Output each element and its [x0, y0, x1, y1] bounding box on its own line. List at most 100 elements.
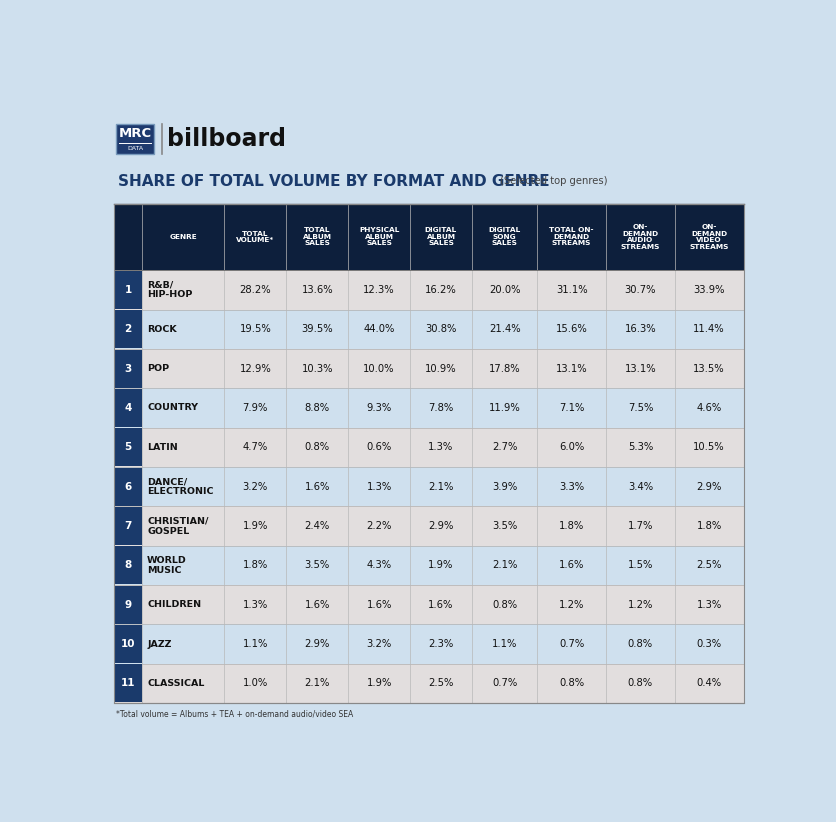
Text: 2.1%: 2.1% — [304, 678, 329, 688]
Bar — [115, 663, 742, 703]
Text: 1.2%: 1.2% — [627, 600, 652, 610]
Text: 1.0%: 1.0% — [242, 678, 268, 688]
Text: 2: 2 — [125, 324, 131, 335]
Text: 19.5%: 19.5% — [239, 324, 271, 335]
Text: 1.7%: 1.7% — [627, 521, 652, 531]
Text: 13.1%: 13.1% — [555, 363, 587, 373]
Bar — [115, 547, 141, 584]
Text: 9.3%: 9.3% — [366, 403, 391, 413]
Text: 1.8%: 1.8% — [242, 561, 268, 570]
Text: 21.4%: 21.4% — [488, 324, 520, 335]
Bar — [115, 349, 141, 388]
Bar — [115, 310, 742, 349]
Bar — [115, 270, 742, 310]
Text: R&B/
HIP-HOP: R&B/ HIP-HOP — [147, 280, 192, 299]
Text: 0.8%: 0.8% — [558, 678, 584, 688]
Text: 1.6%: 1.6% — [366, 600, 391, 610]
Text: 2.9%: 2.9% — [428, 521, 453, 531]
Bar — [115, 204, 742, 270]
Text: 10.0%: 10.0% — [363, 363, 395, 373]
Text: 1.2%: 1.2% — [558, 600, 584, 610]
Text: COUNTRY: COUNTRY — [147, 404, 198, 413]
Text: 1.8%: 1.8% — [696, 521, 721, 531]
Text: 1.6%: 1.6% — [304, 600, 329, 610]
Text: 44.0%: 44.0% — [363, 324, 395, 335]
Text: 2.7%: 2.7% — [492, 442, 517, 452]
Text: DIGITAL
ALBUM
SALES: DIGITAL ALBUM SALES — [425, 228, 456, 247]
Text: 7.1%: 7.1% — [558, 403, 584, 413]
Text: LATIN: LATIN — [147, 443, 177, 452]
Text: 1.1%: 1.1% — [242, 639, 268, 649]
Text: 15.6%: 15.6% — [555, 324, 587, 335]
Text: PHYSICAL
ALBUM
SALES: PHYSICAL ALBUM SALES — [359, 228, 399, 247]
Text: 9: 9 — [125, 600, 131, 610]
Text: 8.8%: 8.8% — [304, 403, 329, 413]
Text: 7.8%: 7.8% — [428, 403, 453, 413]
Text: DIGITAL
SONG
SALES: DIGITAL SONG SALES — [488, 228, 520, 247]
Bar — [115, 507, 141, 545]
Text: WORLD
MUSIC: WORLD MUSIC — [147, 556, 186, 575]
Text: GENRE: GENRE — [169, 234, 196, 240]
Text: SHARE OF TOTAL VOLUME BY FORMAT AND GENRE: SHARE OF TOTAL VOLUME BY FORMAT AND GENR… — [117, 174, 548, 189]
Text: 2.9%: 2.9% — [304, 639, 329, 649]
Bar — [115, 585, 141, 624]
Text: 10.3%: 10.3% — [301, 363, 333, 373]
Text: ROCK: ROCK — [147, 325, 176, 334]
Text: 3: 3 — [125, 363, 131, 373]
Text: 13.5%: 13.5% — [692, 363, 724, 373]
Text: 28.2%: 28.2% — [239, 285, 271, 295]
Text: 0.8%: 0.8% — [492, 600, 517, 610]
Text: DATA: DATA — [127, 146, 143, 151]
Text: ON-
DEMAND
AUDIO
STREAMS: ON- DEMAND AUDIO STREAMS — [620, 224, 660, 250]
Text: 0.8%: 0.8% — [627, 639, 652, 649]
Text: POP: POP — [147, 364, 169, 373]
Text: 6.0%: 6.0% — [558, 442, 584, 452]
Bar — [115, 349, 742, 388]
Text: 0.7%: 0.7% — [558, 639, 584, 649]
Text: TOTAL ON-
DEMAND
STREAMS: TOTAL ON- DEMAND STREAMS — [548, 228, 594, 247]
Text: 3.2%: 3.2% — [242, 482, 268, 492]
Text: 16.3%: 16.3% — [624, 324, 655, 335]
Text: 2.4%: 2.4% — [304, 521, 329, 531]
Text: MRC: MRC — [119, 127, 151, 140]
Text: 30.7%: 30.7% — [624, 285, 655, 295]
Text: 0.8%: 0.8% — [627, 678, 652, 688]
Text: 30.8%: 30.8% — [425, 324, 456, 335]
Text: 4.3%: 4.3% — [366, 561, 391, 570]
Text: 7.5%: 7.5% — [627, 403, 652, 413]
Text: 17.8%: 17.8% — [488, 363, 520, 373]
Text: 2.2%: 2.2% — [366, 521, 391, 531]
Text: 1.9%: 1.9% — [428, 561, 453, 570]
Bar — [115, 310, 141, 349]
Bar — [104, 117, 752, 162]
Bar — [115, 467, 742, 506]
Text: TOTAL
VOLUME*: TOTAL VOLUME* — [236, 231, 274, 243]
Text: billboard: billboard — [166, 127, 286, 151]
Text: 13.1%: 13.1% — [624, 363, 655, 373]
Text: 0.4%: 0.4% — [696, 678, 721, 688]
Text: 4.7%: 4.7% — [242, 442, 268, 452]
Text: 2.5%: 2.5% — [428, 678, 453, 688]
Text: 1.6%: 1.6% — [304, 482, 329, 492]
Text: 2.1%: 2.1% — [492, 561, 517, 570]
Text: 11: 11 — [120, 678, 135, 688]
Text: CHRISTIAN/
GOSPEL: CHRISTIAN/ GOSPEL — [147, 516, 208, 535]
Text: 10.9%: 10.9% — [425, 363, 456, 373]
Bar — [115, 625, 141, 663]
Bar — [116, 124, 154, 155]
Text: DANCE/
ELECTRONIC: DANCE/ ELECTRONIC — [147, 477, 213, 496]
Bar — [115, 388, 742, 427]
Text: JAZZ: JAZZ — [147, 640, 171, 649]
Text: 1.9%: 1.9% — [366, 678, 391, 688]
Text: 2.9%: 2.9% — [696, 482, 721, 492]
Text: 5.3%: 5.3% — [627, 442, 652, 452]
Text: 1.6%: 1.6% — [428, 600, 453, 610]
Text: 3.2%: 3.2% — [366, 639, 391, 649]
Text: 0.6%: 0.6% — [366, 442, 391, 452]
Bar — [115, 585, 742, 625]
Text: (Selected top genres): (Selected top genres) — [500, 177, 607, 187]
Text: 7.9%: 7.9% — [242, 403, 268, 413]
Text: 1.1%: 1.1% — [492, 639, 517, 649]
Text: TOTAL
ALBUM
SALES: TOTAL ALBUM SALES — [303, 228, 331, 247]
Bar — [115, 625, 742, 663]
